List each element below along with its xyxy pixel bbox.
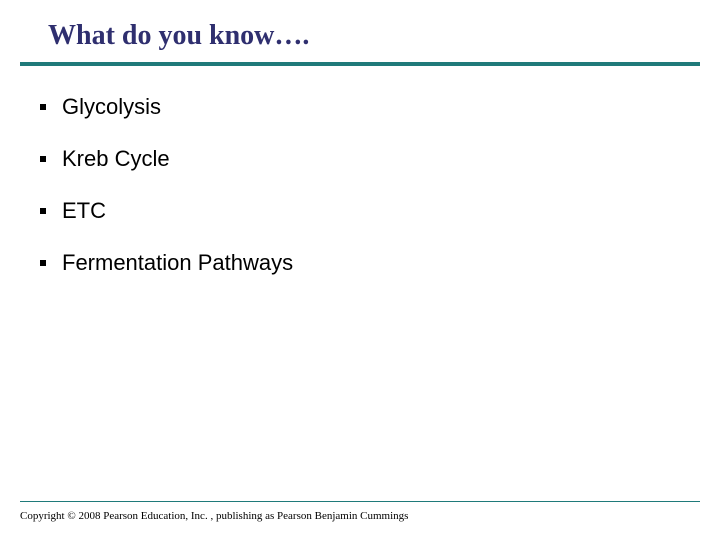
slide: What do you know…. Glycolysis Kreb Cycle… (0, 0, 720, 540)
bullet-icon (40, 156, 46, 162)
slide-title: What do you know…. (0, 20, 720, 62)
list-item: Fermentation Pathways (40, 250, 680, 276)
bullet-icon (40, 208, 46, 214)
content-area: Glycolysis Kreb Cycle ETC Fermentation P… (0, 66, 720, 276)
footer-underline (20, 501, 700, 502)
copyright-footer: Copyright © 2008 Pearson Education, Inc.… (20, 510, 408, 522)
bullet-icon (40, 260, 46, 266)
bullet-text: Fermentation Pathways (62, 250, 293, 276)
bullet-icon (40, 104, 46, 110)
list-item: Glycolysis (40, 94, 680, 120)
bullet-text: Kreb Cycle (62, 146, 170, 172)
bullet-text: Glycolysis (62, 94, 161, 120)
list-item: ETC (40, 198, 680, 224)
bullet-text: ETC (62, 198, 106, 224)
list-item: Kreb Cycle (40, 146, 680, 172)
